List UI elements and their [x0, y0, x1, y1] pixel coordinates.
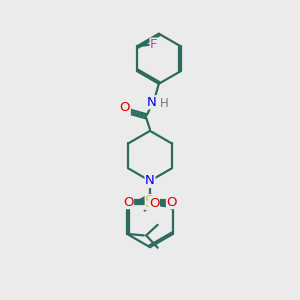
- Text: O: O: [149, 197, 159, 210]
- Text: H: H: [160, 97, 168, 110]
- Text: O: O: [123, 196, 134, 208]
- Text: O: O: [120, 101, 130, 114]
- Text: N: N: [145, 174, 155, 188]
- Text: S: S: [145, 195, 155, 210]
- Text: F: F: [150, 38, 158, 51]
- Text: O: O: [167, 196, 177, 208]
- Text: N: N: [147, 96, 157, 109]
